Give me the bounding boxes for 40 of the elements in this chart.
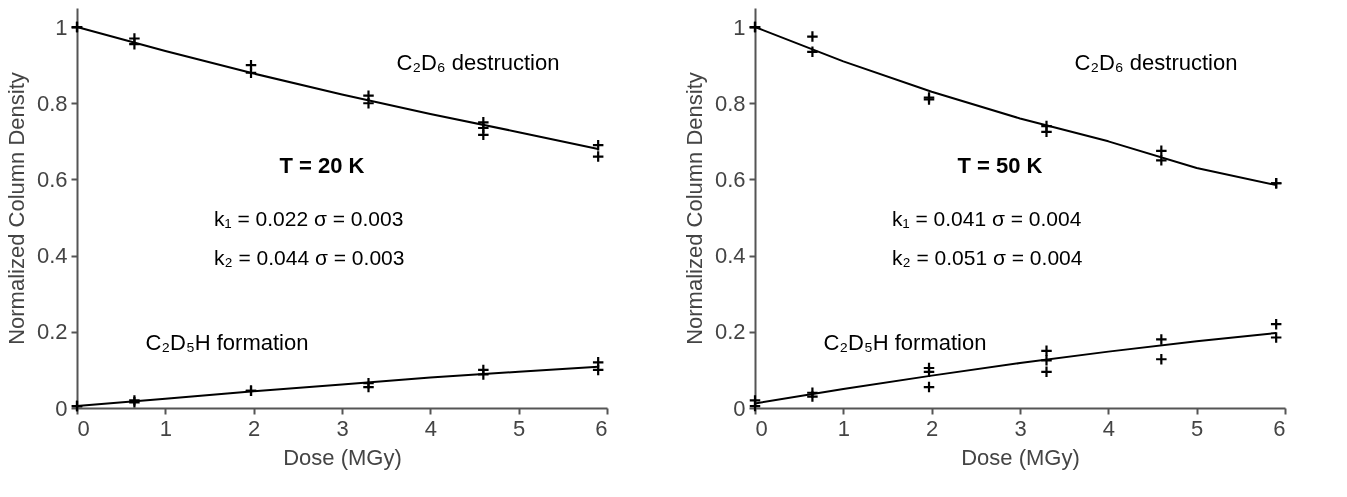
annotation: k₂ = 0.051 σ = 0.004	[892, 246, 1083, 269]
x-tick-label: 0	[755, 415, 768, 441]
annotation: k₁ = 0.041 σ = 0.004	[892, 207, 1082, 230]
annotation: k₁ = 0.022 σ = 0.003	[214, 207, 404, 230]
text: C₂D₆ destruction	[1074, 50, 1238, 75]
y-axis-title: Normalized Column Density	[3, 72, 29, 345]
x-tick-label: 2	[248, 415, 261, 441]
x-tick-label: 3	[1014, 415, 1027, 441]
y-tick-label: 1	[55, 14, 68, 40]
x-tick-label: 2	[926, 415, 939, 441]
x-tick-label: 5	[1191, 415, 1204, 441]
x-tick-label: 0	[77, 415, 90, 441]
y-tick-label: 1	[733, 14, 746, 40]
y-tick-label: 0.6	[36, 166, 68, 192]
x-axis-title: Dose (MGy)	[961, 444, 1080, 470]
x-tick-label: 4	[424, 415, 437, 441]
y-tick-label: 0.8	[36, 90, 68, 116]
y-axis-title: Normalized Column Density	[681, 72, 707, 345]
y-tick-label: 0.2	[36, 319, 68, 345]
x-tick-label: 6	[595, 415, 608, 441]
series-label: C₂D₅H formation	[823, 330, 987, 355]
y-tick-label: 0	[733, 395, 746, 421]
y-tick-label: 0.4	[714, 243, 746, 269]
x-tick-label: 6	[1273, 415, 1286, 441]
series-label: C₂D₆ destruction	[396, 50, 560, 75]
x-tick-label: 1	[837, 415, 850, 441]
series-label: C₂D₅H formation	[145, 330, 309, 355]
x-tick-label: 5	[513, 415, 526, 441]
y-tick-label: 0.8	[714, 90, 746, 116]
y-tick-label: 0	[55, 395, 68, 421]
x-axis-title: Dose (MGy)	[283, 444, 402, 470]
x-tick-label: 3	[336, 415, 349, 441]
y-tick-label: 0.4	[36, 243, 68, 269]
annotation: T = 50 K	[957, 153, 1043, 178]
annotation: k₂ = 0.044 σ = 0.003	[214, 246, 405, 269]
y-tick-label: 0.6	[714, 166, 746, 192]
annotation: T = 20 K	[279, 153, 365, 178]
x-tick-label: 1	[159, 415, 172, 441]
y-tick-label: 0.2	[714, 319, 746, 345]
x-tick-label: 4	[1102, 415, 1115, 441]
